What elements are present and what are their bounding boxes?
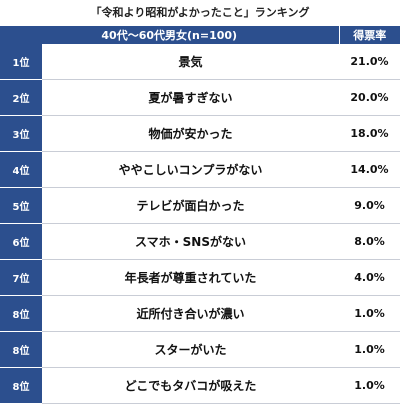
item-label: どこでもタバコが吸えた (42, 367, 339, 404)
ranking-table: 40代〜60代男女(n=100) 得票率 1位 景気 21.0% 2位 夏が暑すぎない 2… (0, 26, 400, 404)
item-label: ややこしいコンプラがない (42, 151, 339, 188)
item-label: 景気 (42, 44, 339, 80)
item-label: スターがいた (42, 331, 339, 368)
table-row: 8位 スターがいた 1.0% (0, 331, 400, 368)
rank-label: 4位 (0, 151, 42, 188)
rank-label: 8位 (0, 331, 42, 368)
rank-label: 8位 (0, 367, 42, 404)
value-header: 得票率 (339, 26, 400, 44)
table-row: 7位 年長者が尊重されていた 4.0% (0, 259, 400, 296)
vote-percentage: 18.0% (339, 115, 400, 152)
item-label: 近所付き合いが濃い (42, 295, 339, 332)
table-row: 2位 夏が暑すぎない 20.0% (0, 79, 400, 116)
rank-label: 3位 (0, 115, 42, 152)
table-row: 6位 スマホ・SNSがない 8.0% (0, 223, 400, 260)
rank-label: 2位 (0, 79, 42, 116)
rank-label: 7位 (0, 259, 42, 296)
vote-percentage: 9.0% (339, 187, 400, 224)
item-label: スマホ・SNSがない (42, 223, 339, 260)
item-label: 年長者が尊重されていた (42, 259, 339, 296)
rank-label: 6位 (0, 223, 42, 260)
rank-label: 5位 (0, 187, 42, 224)
vote-percentage: 8.0% (339, 223, 400, 260)
table-row: 1位 景気 21.0% (0, 44, 400, 80)
table-row: 8位 どこでもタバコが吸えた 1.0% (0, 367, 400, 404)
table-body: 1位 景気 21.0% 2位 夏が暑すぎない 20.0% 3位 物価が安かった 18.0% 4位や… (0, 44, 400, 404)
rank-label: 1位 (0, 44, 42, 80)
vote-percentage: 1.0% (339, 331, 400, 368)
vote-percentage: 4.0% (339, 259, 400, 296)
vote-percentage: 1.0% (339, 367, 400, 404)
table-row: 5位 テレビが面白かった 9.0% (0, 187, 400, 224)
table-row: 3位 物価が安かった 18.0% (0, 115, 400, 152)
chart-title: 「令和より昭和がよかったこと」ランキング (90, 6, 310, 19)
table-header-row: 40代〜60代男女(n=100) 得票率 (0, 26, 400, 44)
vote-percentage: 1.0% (339, 295, 400, 332)
item-label: 物価が安かった (42, 115, 339, 152)
table-row: 8位 近所付き合いが濃い 1.0% (0, 295, 400, 332)
category-header: 40代〜60代男女(n=100) (0, 26, 340, 44)
vote-percentage: 20.0% (339, 79, 400, 116)
vote-percentage: 14.0% (339, 151, 400, 188)
item-label: テレビが面白かった (42, 187, 339, 224)
rank-label: 8位 (0, 295, 42, 332)
vote-percentage: 21.0% (339, 44, 400, 80)
item-label: 夏が暑すぎない (42, 79, 339, 116)
table-row: 4位 ややこしいコンプラがない 14.0% (0, 151, 400, 188)
